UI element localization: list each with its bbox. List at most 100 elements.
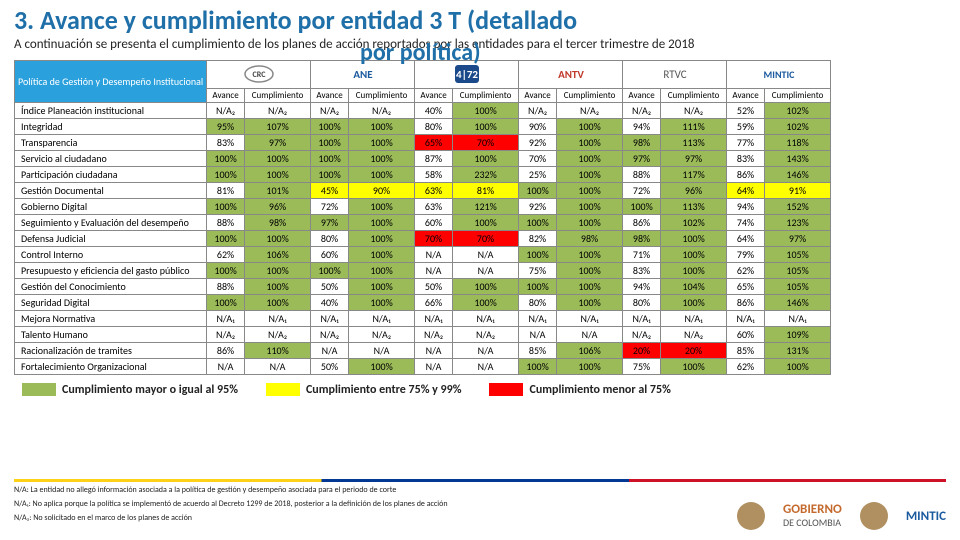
cell: 98% bbox=[623, 134, 661, 150]
table-row: Gestión Documental81%101%45%90%63%81%100… bbox=[15, 182, 831, 198]
page-title-cont: por política) bbox=[360, 38, 481, 67]
subcol-cumplimiento: Cumplimiento bbox=[244, 88, 310, 102]
cell: 80% bbox=[415, 118, 453, 134]
cell: 100% bbox=[452, 118, 518, 134]
subcol-avance: Avance bbox=[623, 88, 661, 102]
cell: N/A₁ bbox=[452, 310, 518, 326]
cell: 113% bbox=[660, 198, 726, 214]
cell: 100% bbox=[623, 198, 661, 214]
mintic-text: MINTIC bbox=[906, 510, 946, 523]
cell: 71% bbox=[623, 246, 661, 262]
subcol-cumplimiento: Cumplimiento bbox=[764, 88, 830, 102]
gov-seal-icon bbox=[737, 502, 765, 530]
cell: 90% bbox=[348, 182, 414, 198]
table-body: Índice Planeación institucionalN/A₂N/A₂N… bbox=[15, 102, 831, 374]
row-label: Control Interno bbox=[15, 246, 207, 262]
cell: N/A₁ bbox=[244, 310, 310, 326]
cell: N/A₂ bbox=[415, 326, 453, 342]
cell: 20% bbox=[623, 342, 661, 358]
cell: 131% bbox=[764, 342, 830, 358]
cell: 83% bbox=[727, 150, 765, 166]
cell: N/A₂ bbox=[207, 326, 245, 342]
cell: 102% bbox=[660, 214, 726, 230]
cell: 100% bbox=[764, 358, 830, 374]
cell: 70% bbox=[452, 134, 518, 150]
cell: 107% bbox=[244, 118, 310, 134]
table-row: Presupuesto y eficiencia del gasto públi… bbox=[15, 262, 831, 278]
cell: N/A bbox=[452, 358, 518, 374]
cell: 146% bbox=[764, 294, 830, 310]
cell: 100% bbox=[660, 230, 726, 246]
cell: 100% bbox=[556, 118, 622, 134]
cell: 100% bbox=[556, 182, 622, 198]
svg-text:CRC: CRC bbox=[252, 70, 266, 80]
table-row: Integridad95%107%100%100%80%100%90%100%9… bbox=[15, 118, 831, 134]
cell: N/A bbox=[348, 342, 414, 358]
cell: 105% bbox=[764, 262, 830, 278]
cell: 100% bbox=[556, 214, 622, 230]
cell: 88% bbox=[207, 278, 245, 294]
cell: 92% bbox=[519, 198, 557, 214]
cell: 100% bbox=[207, 150, 245, 166]
subcol-cumplimiento: Cumplimiento bbox=[660, 88, 726, 102]
cell: 65% bbox=[415, 134, 453, 150]
cell: 100% bbox=[660, 262, 726, 278]
table-row: Talento HumanoN/A₂N/A₂N/A₂N/A₂N/A₂N/A₂N/… bbox=[15, 326, 831, 342]
subcol-avance: Avance bbox=[519, 88, 557, 102]
cell: 100% bbox=[207, 262, 245, 278]
cell: 100% bbox=[519, 214, 557, 230]
cell: 97% bbox=[311, 214, 349, 230]
cell: 90% bbox=[519, 118, 557, 134]
cell: 101% bbox=[244, 182, 310, 198]
footnote: N/A₂: No solicitado en el marco de los p… bbox=[14, 512, 448, 524]
entity-logo-crc: CRC bbox=[207, 60, 311, 88]
cell: 45% bbox=[311, 182, 349, 198]
cell: 70% bbox=[452, 230, 518, 246]
cell: N/A₂ bbox=[311, 102, 349, 118]
cell: N/A₂ bbox=[556, 102, 622, 118]
cell: 100% bbox=[452, 102, 518, 118]
table-row: Mejora NormativaN/A₁N/A₁N/A₁N/A₁N/A₁N/A₁… bbox=[15, 310, 831, 326]
cell: 100% bbox=[660, 294, 726, 310]
cell: 100% bbox=[452, 278, 518, 294]
cell: N/A bbox=[207, 358, 245, 374]
cell: 100% bbox=[348, 358, 414, 374]
cell: 100% bbox=[519, 182, 557, 198]
cell: 70% bbox=[415, 230, 453, 246]
cell: 100% bbox=[207, 294, 245, 310]
subcol-avance: Avance bbox=[311, 88, 349, 102]
legend-swatch bbox=[22, 383, 56, 396]
table-row: Defensa Judicial100%100%80%100%70%70%82%… bbox=[15, 230, 831, 246]
cell: 96% bbox=[244, 198, 310, 214]
cell: 40% bbox=[415, 102, 453, 118]
cell: 97% bbox=[660, 150, 726, 166]
cell: 75% bbox=[519, 262, 557, 278]
entity-logo-rtvc: RTVC bbox=[623, 60, 727, 88]
cell: 100% bbox=[244, 230, 310, 246]
cell: 100% bbox=[311, 150, 349, 166]
mintic-seal-icon bbox=[860, 502, 888, 530]
legend-item: Cumplimiento mayor o igual al 95% bbox=[22, 383, 238, 397]
subcol-avance: Avance bbox=[415, 88, 453, 102]
table-row: Participación ciudadana100%100%100%100%5… bbox=[15, 166, 831, 182]
cell: 94% bbox=[623, 278, 661, 294]
cell: N/A bbox=[415, 358, 453, 374]
cell: 100% bbox=[660, 246, 726, 262]
cell: 92% bbox=[519, 134, 557, 150]
row-label: Presupuesto y eficiencia del gasto públi… bbox=[15, 262, 207, 278]
cell: 100% bbox=[556, 134, 622, 150]
cell: 63% bbox=[415, 198, 453, 214]
subcol-cumplimiento: Cumplimiento bbox=[556, 88, 622, 102]
cell: N/A bbox=[415, 342, 453, 358]
cell: 86% bbox=[623, 214, 661, 230]
cell: 100% bbox=[311, 262, 349, 278]
cell: 143% bbox=[764, 150, 830, 166]
cell: N/A bbox=[556, 326, 622, 342]
cell: N/A₁ bbox=[660, 310, 726, 326]
cell: 100% bbox=[207, 166, 245, 182]
cell: 62% bbox=[207, 246, 245, 262]
cell: 74% bbox=[727, 214, 765, 230]
cell: 100% bbox=[556, 166, 622, 182]
svg-text:MINTIC: MINTIC bbox=[763, 68, 795, 81]
cell: 100% bbox=[452, 150, 518, 166]
